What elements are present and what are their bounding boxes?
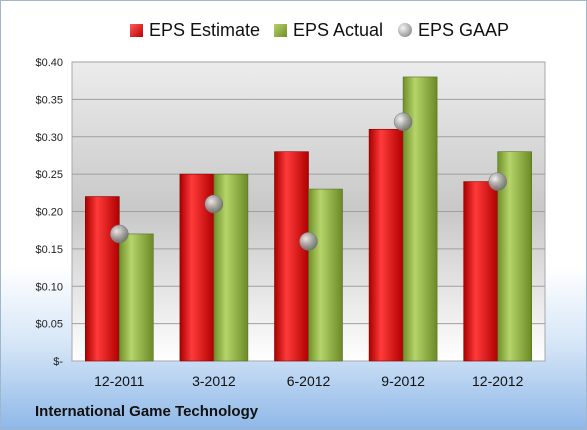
legend-label-estimate: EPS Estimate bbox=[149, 19, 261, 40]
company-name: International Game Technology bbox=[35, 403, 259, 420]
legend-swatch-estimate bbox=[130, 23, 143, 37]
marker-eps-gaap bbox=[488, 172, 507, 191]
legend-label-actual: EPS Actual bbox=[293, 19, 384, 40]
legend-swatch-actual bbox=[274, 23, 287, 37]
marker-eps-gaap bbox=[299, 232, 318, 251]
y-axis-ticks: $- $0.05 $0.10 $0.15 $0.20 $0.25 $0.30 $0.35 $0.… bbox=[35, 57, 63, 368]
bar-eps-estimate bbox=[463, 181, 499, 362]
bar-eps-actual bbox=[308, 188, 343, 362]
legend: EPS Estimate EPS Actual EPS GAAP bbox=[1, 17, 586, 43]
x-axis-ticks: 12-2011 3-2012 6-2012 9-2012 12-2012 bbox=[94, 373, 523, 389]
bar-eps-estimate bbox=[274, 151, 309, 362]
x-tick-label: 12-2012 bbox=[472, 373, 524, 389]
x-tick-label: 12-2011 bbox=[94, 373, 145, 389]
y-tick-label: $0.35 bbox=[35, 94, 63, 106]
y-tick-label: $0.10 bbox=[35, 281, 63, 293]
gaap-markers bbox=[110, 112, 507, 251]
marker-eps-gaap bbox=[110, 224, 129, 244]
legend-item-gaap: EPS GAAP bbox=[398, 17, 509, 43]
marker-eps-gaap bbox=[204, 194, 224, 214]
marker-eps-gaap bbox=[393, 112, 413, 132]
y-tick-label: $0.40 bbox=[35, 57, 63, 69]
legend-item-estimate: EPS Estimate bbox=[130, 17, 260, 43]
bar-eps-estimate bbox=[368, 128, 404, 362]
legend-marker-gaap bbox=[398, 23, 412, 37]
x-tick-label: 6-2012 bbox=[287, 373, 331, 389]
y-tick-label: $0.30 bbox=[35, 132, 63, 144]
y-tick-label: $0.20 bbox=[35, 207, 63, 219]
x-tick-label: 9-2012 bbox=[381, 373, 425, 389]
legend-label-gaap: EPS GAAP bbox=[418, 19, 510, 40]
y-tick-label: $0.05 bbox=[35, 319, 63, 331]
y-tick-label: $0.25 bbox=[35, 169, 63, 181]
bar-eps-actual bbox=[119, 233, 154, 362]
legend-item-actual: EPS Actual bbox=[274, 17, 383, 43]
y-tick-label: $- bbox=[53, 356, 63, 368]
x-tick-label: 3-2012 bbox=[192, 373, 236, 389]
y-tick-label: $0.15 bbox=[35, 244, 63, 256]
bars bbox=[85, 76, 533, 362]
bar-eps-estimate bbox=[85, 196, 120, 362]
